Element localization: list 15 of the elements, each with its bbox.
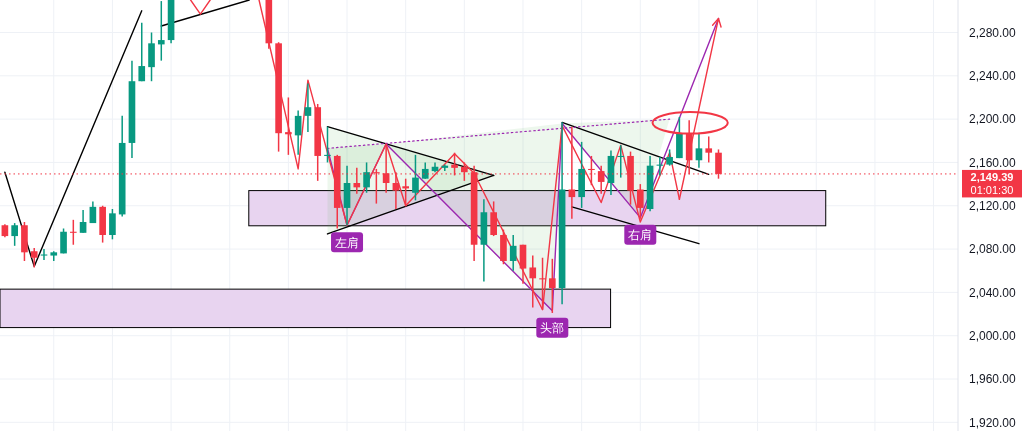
y-tick-label: 2,040.00 [969,285,1016,300]
y-tick-label: 2,200.00 [969,112,1016,127]
y-tick-label: 2,080.00 [969,242,1016,257]
y-tick-label: 1,960.00 [969,372,1016,387]
y-tick-label: 2,160.00 [969,155,1016,170]
y-tick-label: 2,120.00 [969,199,1016,214]
annotation: 头部 [536,317,569,338]
ref-line-label: 2,149.39 [970,171,1014,184]
y-tick-label: 2,280.00 [969,25,1016,40]
y-tick-label: 2,000.00 [969,329,1016,343]
y-tick-label: 1,920.00 [969,415,1016,430]
ref-line-label: 01:01:30 [970,183,1014,196]
annotation: 右肩 [624,224,657,245]
annotation: 左肩 [331,232,364,253]
y-tick-label: 2,240.00 [969,69,1016,84]
